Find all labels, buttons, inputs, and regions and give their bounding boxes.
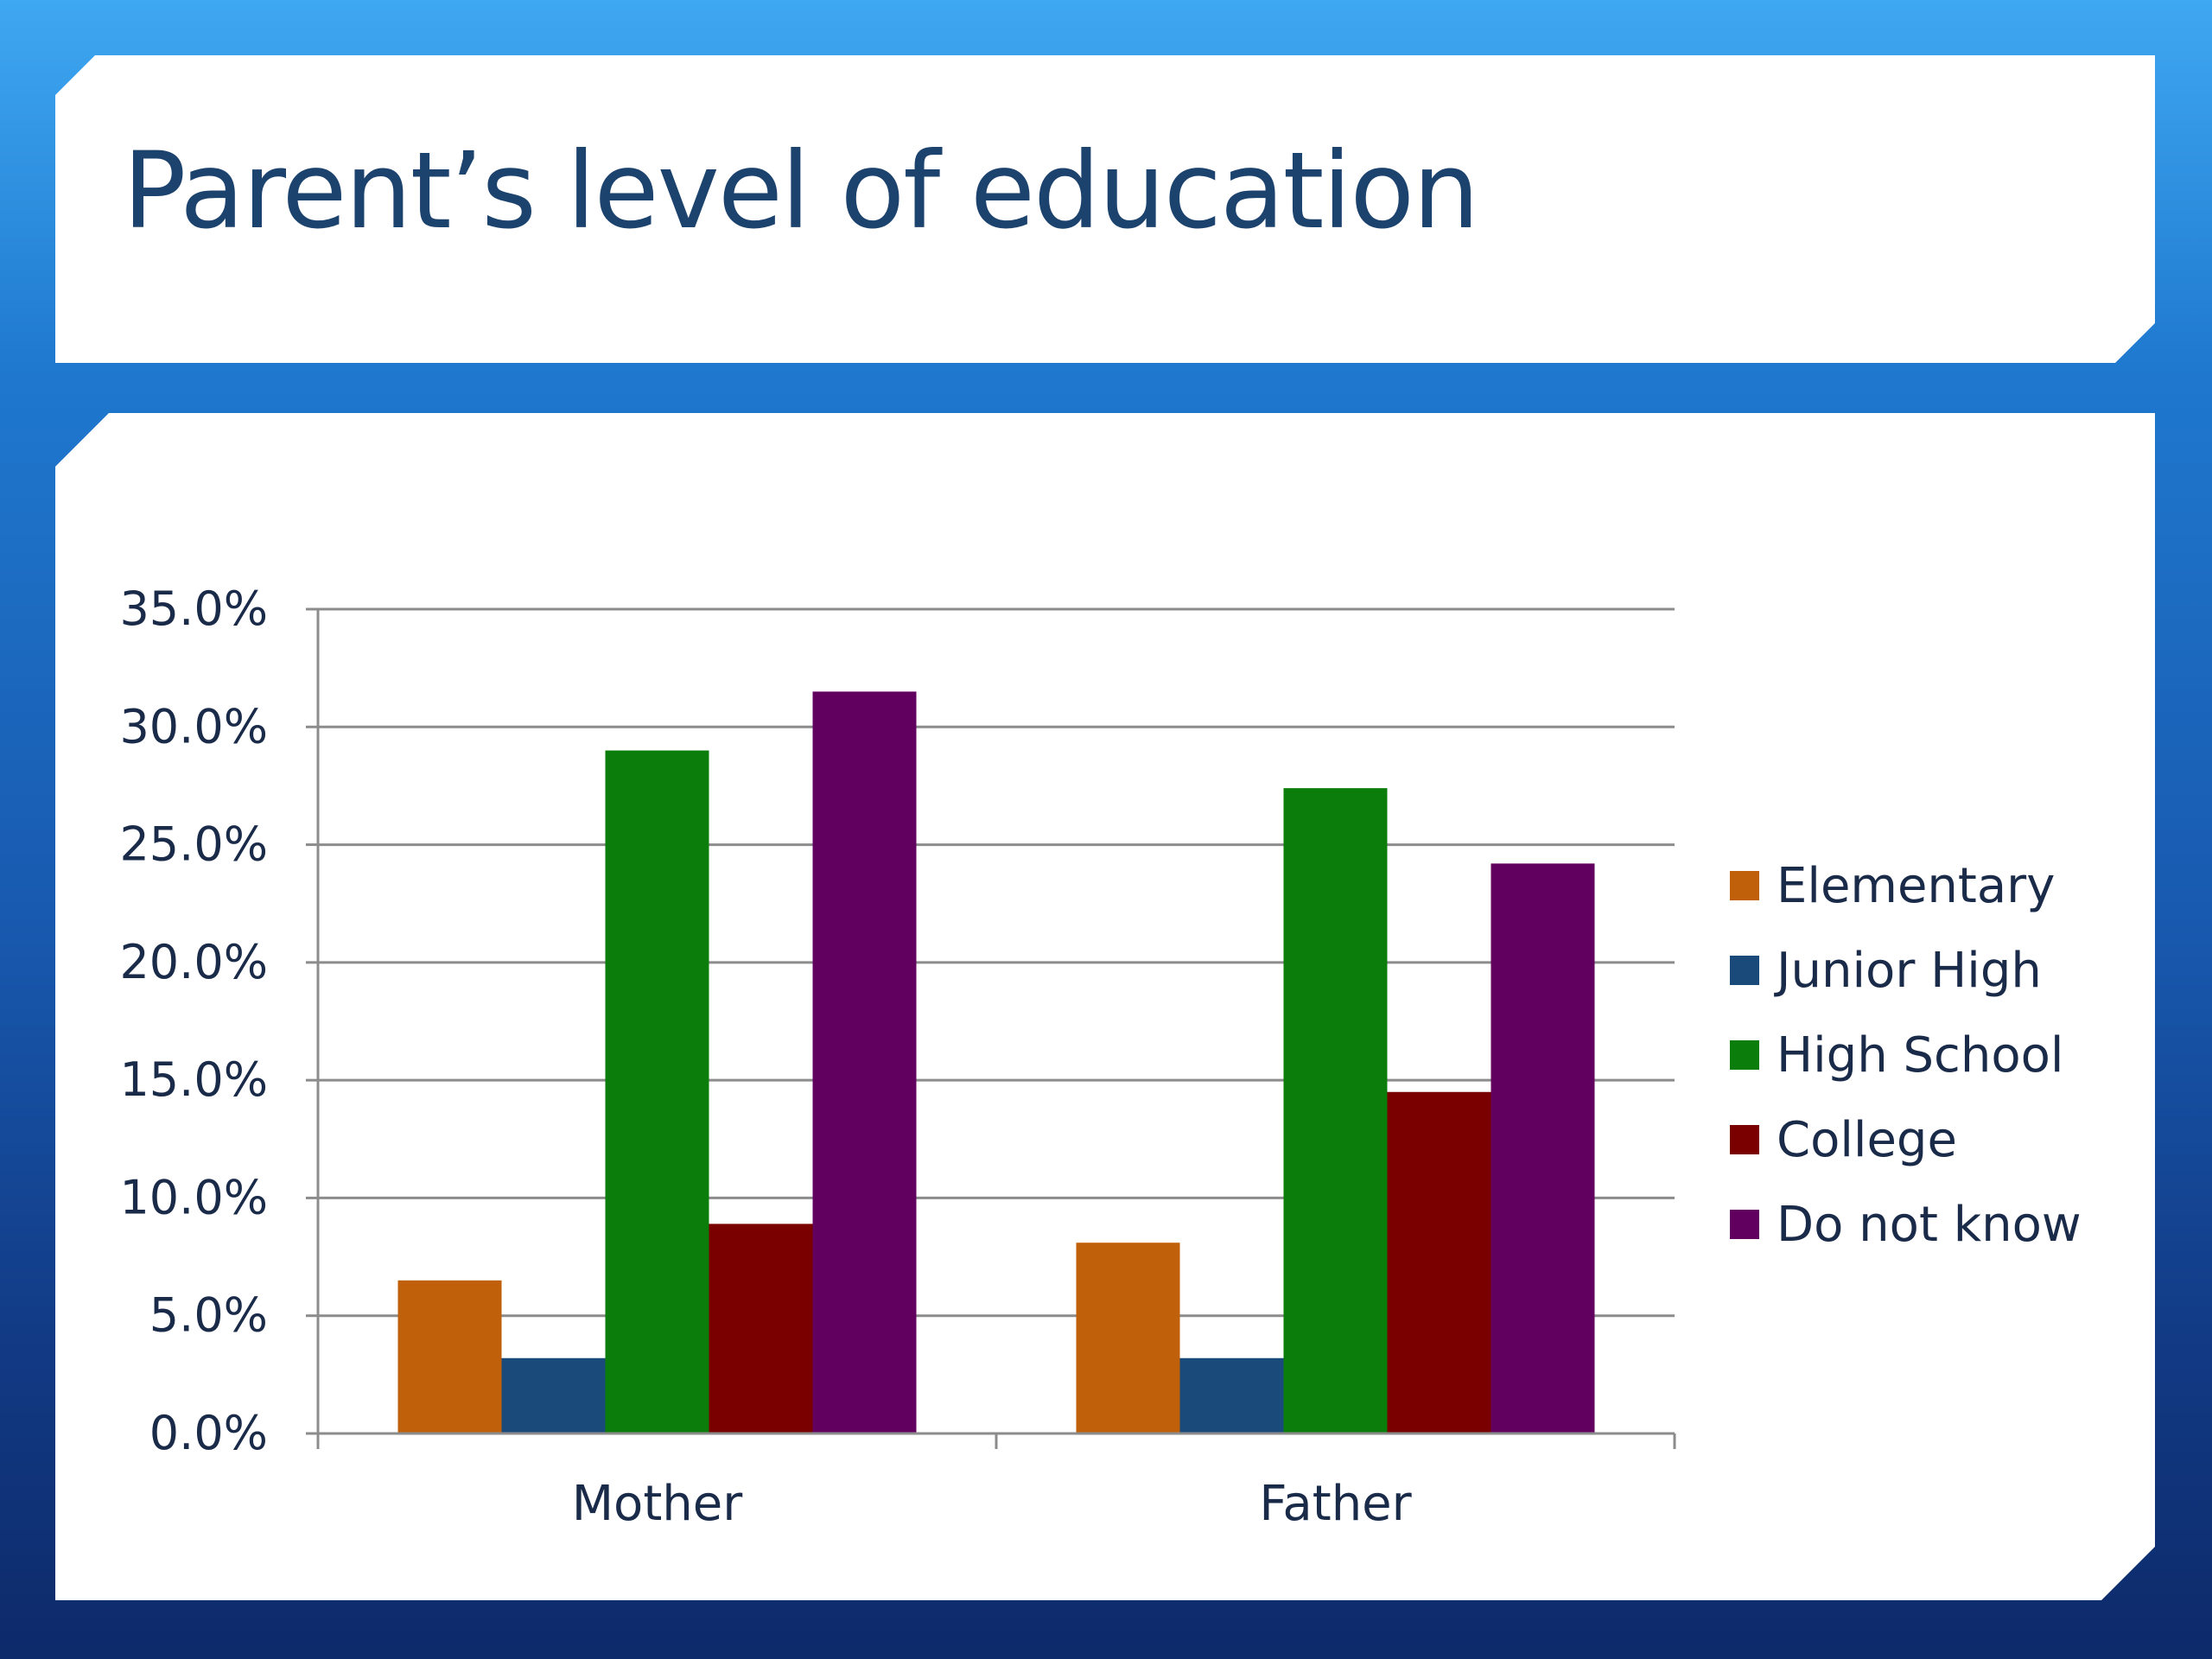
legend-swatch — [1730, 1125, 1759, 1154]
title-panel — [55, 55, 2155, 363]
bar-college-mother — [709, 1224, 813, 1433]
bar-do-not-know-father — [1491, 863, 1595, 1433]
y-tick-label: 35.0% — [119, 582, 268, 636]
legend-label: High School — [1777, 1027, 2063, 1084]
axes: 0.0% 5.0% 10.0% 15.0% 20.0% 25.0% 30.0% 35.0% Mo… — [119, 582, 1676, 1532]
bars — [397, 691, 1595, 1433]
y-tick-label: 25.0% — [119, 817, 268, 872]
bar-do-not-know-mother — [812, 691, 917, 1433]
x-category-label: Father — [1259, 1476, 1412, 1532]
y-tick-label: 15.0% — [119, 1052, 268, 1107]
y-tick-label: 10.0% — [119, 1170, 268, 1224]
slide-title: Parent’s level of education — [123, 130, 1479, 252]
x-category-label: Mother — [572, 1476, 743, 1532]
legend-swatch — [1730, 956, 1759, 985]
y-tick-label: 20.0% — [119, 935, 268, 989]
bar-high-school-father — [1283, 788, 1388, 1433]
y-tick-label: 30.0% — [119, 699, 268, 753]
legend: Elementary Junior High High School College D… — [1730, 858, 2082, 1253]
bar-college-father — [1387, 1091, 1491, 1433]
bar-high-school-mother — [605, 750, 709, 1433]
legend-swatch — [1730, 1040, 1759, 1070]
legend-swatch — [1730, 871, 1759, 900]
legend-label: Do not know — [1777, 1197, 2082, 1253]
bar-junior-high-mother — [501, 1357, 606, 1433]
legend-swatch — [1730, 1210, 1759, 1239]
legend-label: Junior High — [1774, 943, 2042, 999]
bar-junior-high-father — [1179, 1357, 1284, 1433]
legend-label: Elementary — [1777, 858, 2055, 914]
y-tick-label: 0.0% — [149, 1406, 268, 1460]
bar-elementary-father — [1076, 1243, 1180, 1433]
bar-elementary-mother — [397, 1280, 502, 1433]
legend-label: College — [1777, 1112, 1957, 1168]
y-tick-label: 5.0% — [149, 1288, 268, 1343]
